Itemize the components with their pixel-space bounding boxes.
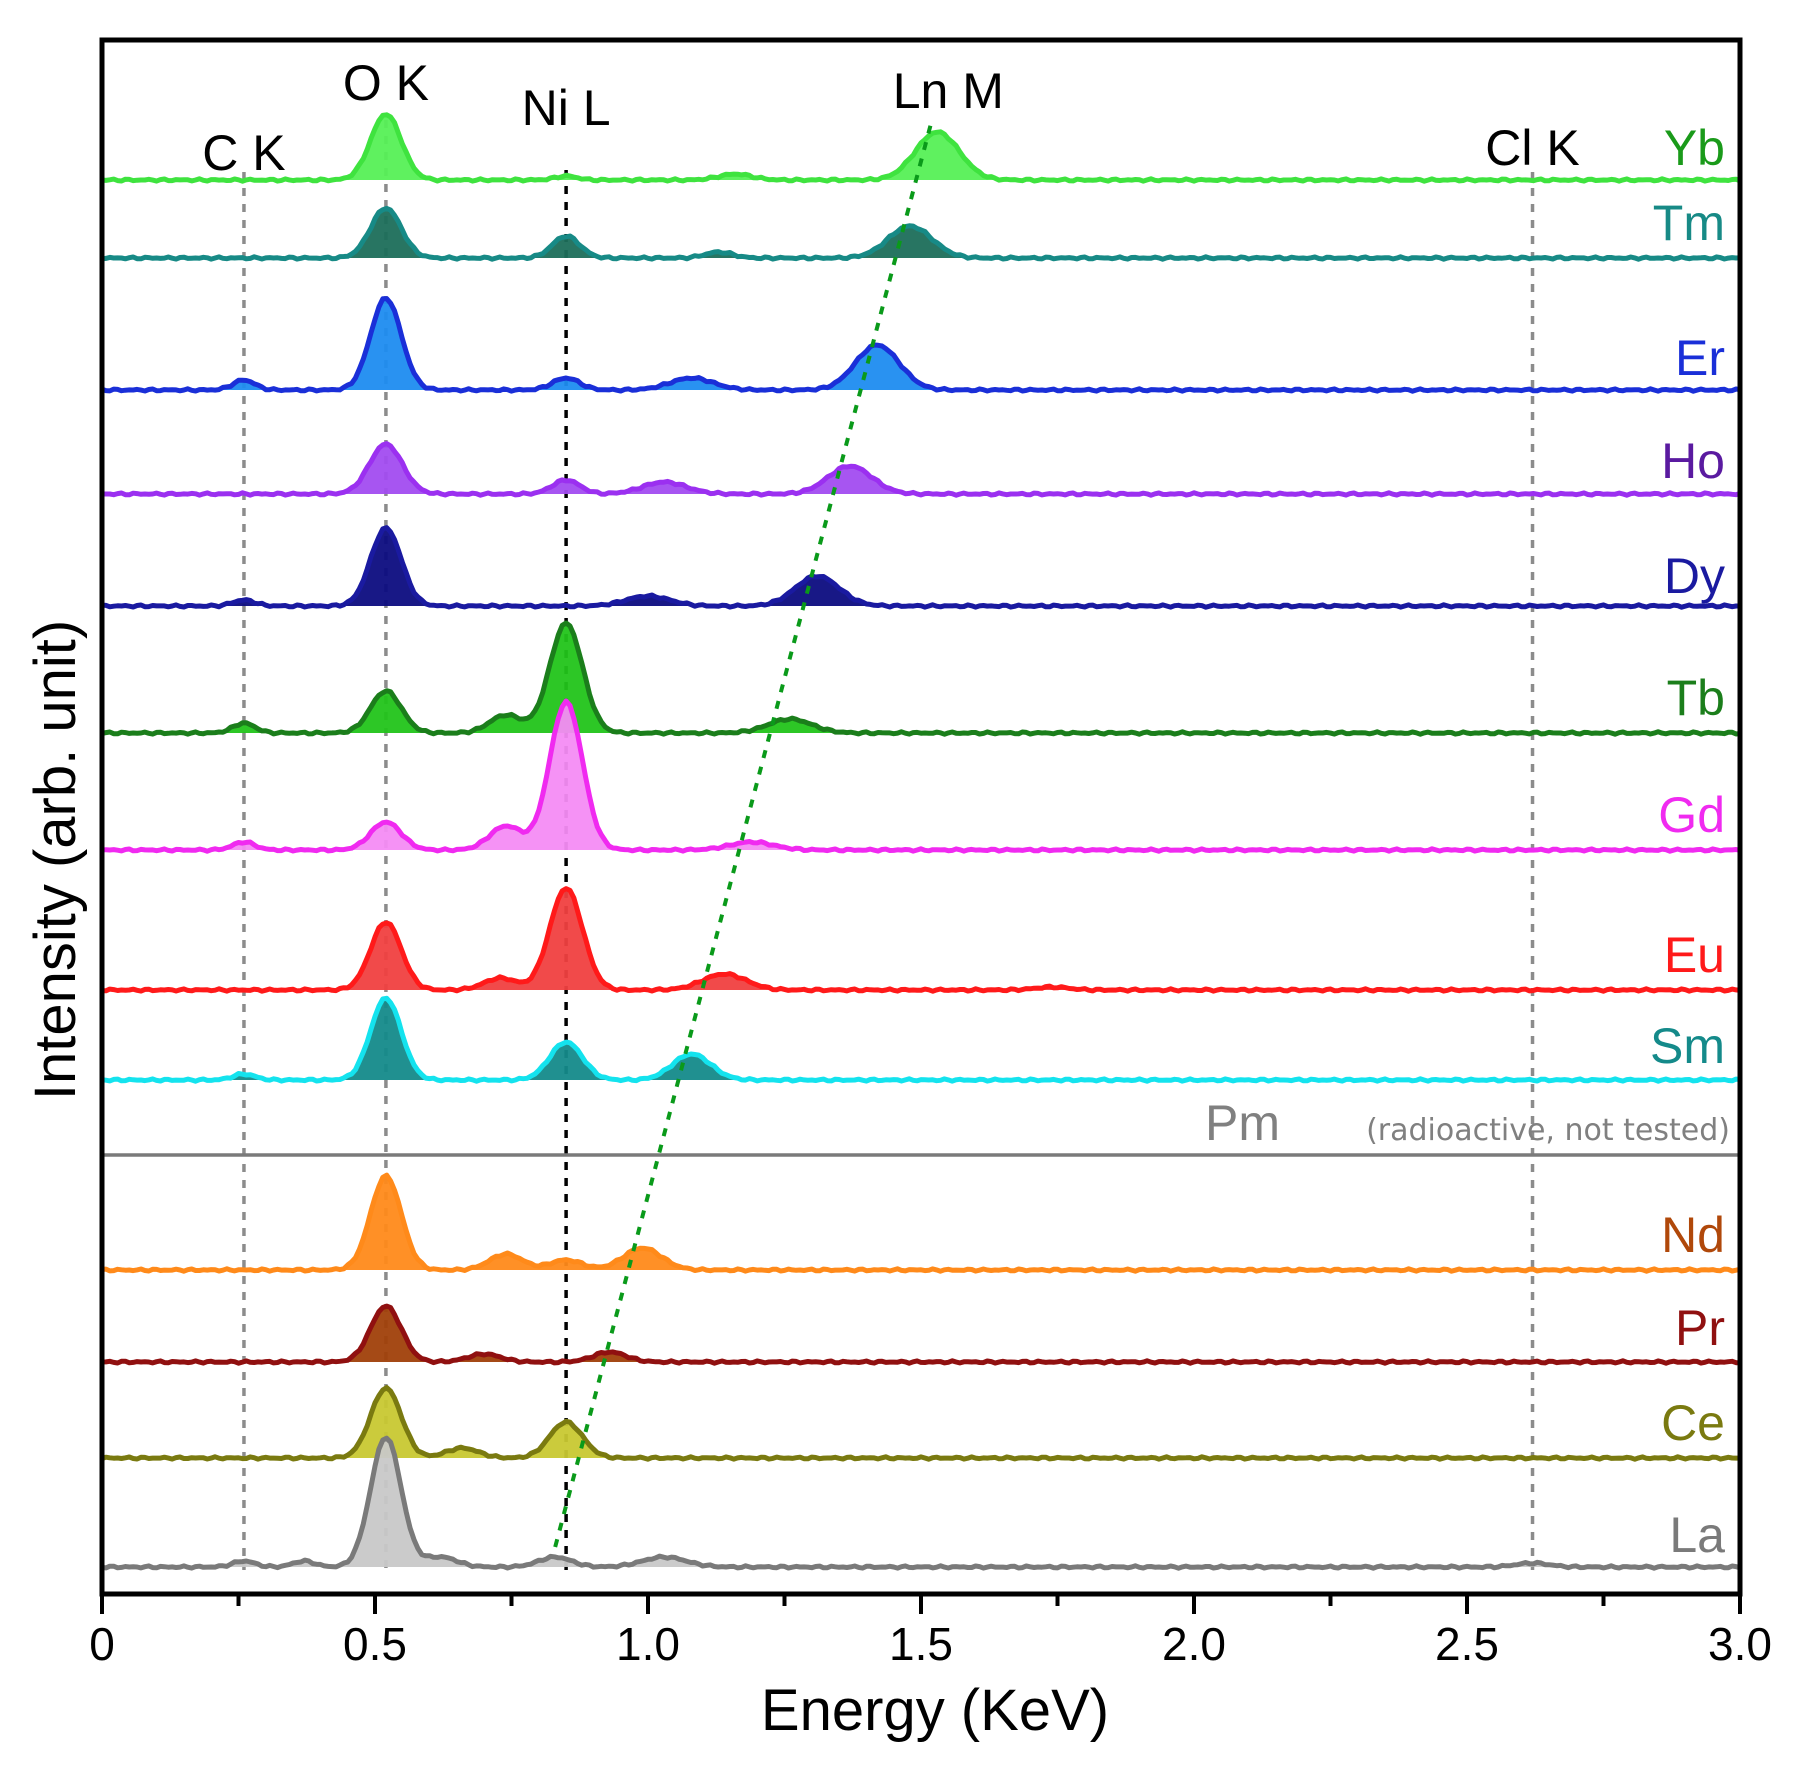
series-fill-pr <box>102 1306 1740 1364</box>
series-fill-ho <box>102 443 1740 496</box>
peak-label-ln-m: Ln M <box>893 63 1004 119</box>
x-tick-label: 2.5 <box>1435 1618 1499 1670</box>
series-fill-nd <box>102 1175 1740 1272</box>
series-line-tm <box>101 205 1741 262</box>
series-label-gd: Gd <box>1658 787 1725 843</box>
peak-labels: C K O K Ni L Cl K Ln M <box>202 55 1579 181</box>
x-tick-label: 1.0 <box>616 1618 680 1670</box>
x-tick-label: 3.0 <box>1708 1618 1772 1670</box>
series-fill-tm <box>102 208 1740 260</box>
series-label-ce: Ce <box>1661 1395 1725 1451</box>
series-la <box>101 1435 1741 1571</box>
series-fill-gd <box>102 701 1740 852</box>
x-tick-label: 0 <box>89 1618 115 1670</box>
series-sm <box>101 995 1741 1084</box>
reference-lines <box>242 120 1535 1570</box>
series-label-nd: Nd <box>1661 1207 1725 1263</box>
ln-m-trend-line <box>553 119 934 1548</box>
ln-m-trend-layer <box>553 119 934 1548</box>
series-fill-yb <box>102 114 1740 182</box>
peak-label-cl-k: Cl K <box>1485 120 1579 176</box>
series-label-ho: Ho <box>1661 433 1725 489</box>
peak-label-ni-l: Ni L <box>522 80 611 136</box>
series-line-pr <box>101 1303 1741 1366</box>
series-line-nd <box>101 1172 1741 1274</box>
peak-label-c-k: C K <box>202 125 285 181</box>
series-label-pm: Pm <box>1205 1095 1280 1151</box>
series-fill-eu <box>102 888 1740 992</box>
x-axis-ticks: 0 0.5 1.0 1.5 2.0 2.5 3.0 <box>89 1594 1772 1670</box>
series-label-la: La <box>1669 1507 1725 1563</box>
x-tick-label: 2.0 <box>1162 1618 1226 1670</box>
series-fill-tb <box>102 623 1740 735</box>
series-label-tm: Tm <box>1653 195 1725 251</box>
series-dy <box>101 525 1740 610</box>
y-axis-title: Intensity (arb. unit) <box>23 620 88 1100</box>
series-ce <box>101 1385 1740 1462</box>
series-layer <box>101 112 1741 1571</box>
series-line-er <box>101 296 1741 394</box>
series-fill-sm <box>102 998 1740 1082</box>
series-line-tb <box>101 620 1741 737</box>
x-tick-label: 1.5 <box>889 1618 953 1670</box>
series-line-ce <box>101 1385 1740 1462</box>
series-tb <box>101 620 1741 737</box>
series-yb <box>101 112 1741 184</box>
series-line-dy <box>101 525 1740 610</box>
series-er <box>101 296 1741 394</box>
x-axis-title: Energy (KeV) <box>761 1678 1109 1743</box>
series-label-dy: Dy <box>1664 548 1725 604</box>
series-eu <box>102 886 1741 994</box>
series-nd <box>101 1172 1741 1274</box>
series-label-sm: Sm <box>1650 1018 1725 1074</box>
series-line-la <box>101 1435 1741 1571</box>
peak-label-o-k: O K <box>343 55 429 111</box>
series-label-tb: Tb <box>1667 670 1725 726</box>
series-fill-er <box>102 298 1740 392</box>
series-fill-dy <box>102 527 1740 608</box>
series-label-yb: Yb <box>1664 120 1725 176</box>
series-gd <box>101 698 1741 854</box>
series-line-yb <box>101 112 1741 184</box>
series-line-gd <box>101 698 1741 854</box>
series-label-er: Er <box>1675 330 1725 386</box>
series-labels: Yb Tm Er Ho Dy Tb Gd Eu Sm Pm (radioactive, not te… <box>1205 120 1730 1563</box>
series-note-pm: (radioactive, not tested) <box>1366 1113 1730 1148</box>
series-label-pr: Pr <box>1675 1300 1725 1356</box>
series-ho <box>102 441 1741 498</box>
series-line-sm <box>101 995 1741 1084</box>
series-label-eu: Eu <box>1664 927 1725 983</box>
series-tm <box>101 205 1741 262</box>
series-line-ho <box>102 441 1741 498</box>
series-pr <box>101 1303 1741 1366</box>
series-fill-ce <box>102 1387 1740 1460</box>
series-line-eu <box>102 886 1741 994</box>
x-tick-label: 0.5 <box>343 1618 407 1670</box>
